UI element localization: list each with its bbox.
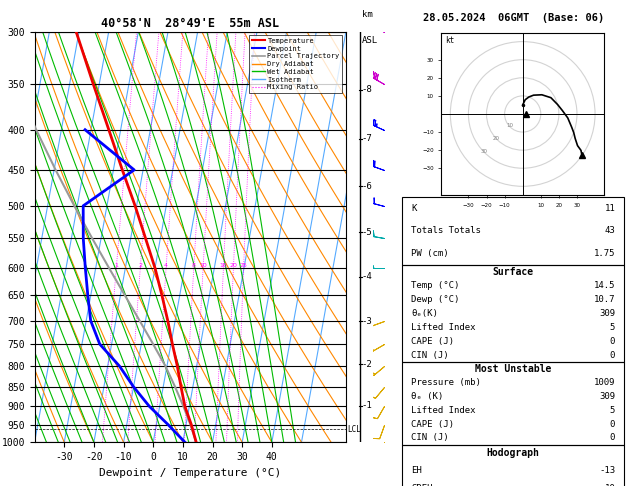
Text: 14.5: 14.5 <box>594 281 615 290</box>
Text: 43: 43 <box>604 226 615 235</box>
Text: K: K <box>411 204 417 213</box>
Text: Dewp (°C): Dewp (°C) <box>411 295 460 304</box>
Text: -5: -5 <box>362 227 372 237</box>
Text: Temp (°C): Temp (°C) <box>411 281 460 290</box>
Text: -3: -3 <box>362 316 372 326</box>
Text: 309: 309 <box>599 309 615 318</box>
Text: 20: 20 <box>230 263 237 268</box>
Bar <box>402 362 625 445</box>
Text: -8: -8 <box>362 86 372 94</box>
Text: -2: -2 <box>362 360 372 368</box>
Text: CIN (J): CIN (J) <box>411 434 449 442</box>
Text: 10: 10 <box>199 263 207 268</box>
Text: 10.7: 10.7 <box>594 295 615 304</box>
Text: PW (cm): PW (cm) <box>411 249 449 258</box>
Text: 5: 5 <box>610 406 615 415</box>
Text: -4: -4 <box>362 273 372 281</box>
Text: -13: -13 <box>599 467 615 475</box>
Text: 20: 20 <box>493 136 500 141</box>
Text: 4: 4 <box>164 263 168 268</box>
Text: 10: 10 <box>506 123 513 128</box>
Text: θₑ (K): θₑ (K) <box>411 392 443 401</box>
Text: Lifted Index: Lifted Index <box>411 323 476 332</box>
Text: 0: 0 <box>610 434 615 442</box>
Text: 8: 8 <box>192 263 196 268</box>
Text: LCL: LCL <box>347 425 360 434</box>
Bar <box>402 197 625 265</box>
Text: θₑ(K): θₑ(K) <box>411 309 438 318</box>
Text: Hodograph: Hodograph <box>487 449 540 458</box>
Text: 28.05.2024  06GMT  (Base: 06): 28.05.2024 06GMT (Base: 06) <box>423 13 604 23</box>
Text: km: km <box>362 10 372 19</box>
X-axis label: Dewpoint / Temperature (°C): Dewpoint / Temperature (°C) <box>99 468 281 478</box>
Text: 11: 11 <box>604 204 615 213</box>
Text: Totals Totals: Totals Totals <box>411 226 481 235</box>
Text: EH: EH <box>411 467 422 475</box>
Text: -7: -7 <box>362 135 372 143</box>
Text: Lifted Index: Lifted Index <box>411 406 476 415</box>
Text: 0: 0 <box>610 337 615 346</box>
Text: -6: -6 <box>362 182 372 191</box>
Text: CAPE (J): CAPE (J) <box>411 337 454 346</box>
Text: 16: 16 <box>220 263 227 268</box>
Title: 40°58'N  28°49'E  55m ASL: 40°58'N 28°49'E 55m ASL <box>101 17 279 31</box>
Text: 2: 2 <box>138 263 142 268</box>
Text: SREH: SREH <box>411 484 433 486</box>
Text: ASL: ASL <box>362 35 378 45</box>
Text: 1009: 1009 <box>594 378 615 387</box>
Text: 5: 5 <box>610 323 615 332</box>
Text: CIN (J): CIN (J) <box>411 350 449 360</box>
Text: 10: 10 <box>604 484 615 486</box>
Text: CAPE (J): CAPE (J) <box>411 419 454 429</box>
Text: Surface: Surface <box>493 267 534 277</box>
Text: 309: 309 <box>599 392 615 401</box>
Text: 1: 1 <box>114 263 118 268</box>
Text: 0: 0 <box>610 419 615 429</box>
Text: kt: kt <box>445 36 454 45</box>
Legend: Temperature, Dewpoint, Parcel Trajectory, Dry Adiabat, Wet Adiabat, Isotherm, Mi: Temperature, Dewpoint, Parcel Trajectory… <box>249 35 342 93</box>
Text: 25: 25 <box>240 263 248 268</box>
Text: 30: 30 <box>480 149 487 154</box>
Text: 0: 0 <box>610 350 615 360</box>
Text: -1: -1 <box>362 401 372 411</box>
Bar <box>402 265 625 362</box>
Text: Most Unstable: Most Unstable <box>475 364 552 374</box>
Text: Pressure (mb): Pressure (mb) <box>411 378 481 387</box>
Text: 1.75: 1.75 <box>594 249 615 258</box>
Bar <box>402 445 625 486</box>
